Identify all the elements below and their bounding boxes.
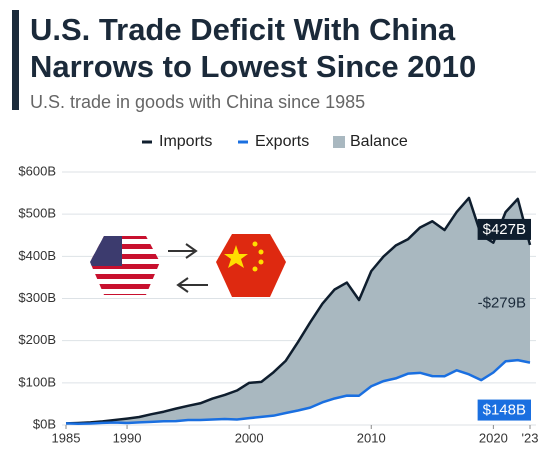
x-tick-label: 2000	[235, 430, 264, 445]
flags	[90, 234, 286, 297]
legend-label: Balance	[350, 133, 408, 150]
y-tick-label: $500B	[18, 206, 56, 221]
annotation: -$279B	[478, 295, 526, 312]
x-tick-label: '23	[522, 430, 539, 445]
annotation: $148B	[483, 402, 526, 419]
chart-title: U.S. Trade Deficit With China	[30, 12, 456, 47]
y-tick-label: $100B	[18, 374, 56, 389]
y-tick-label: $200B	[18, 332, 56, 347]
series-line	[65, 358, 531, 425]
x-tick-label: 1990	[113, 430, 142, 445]
legend-label: Exports	[255, 133, 309, 150]
x-tick-label: 2010	[357, 430, 386, 445]
us-flag	[90, 236, 160, 295]
y-tick-label: $0B	[33, 416, 56, 431]
chart-subtitle: U.S. trade in goods with China since 198…	[30, 92, 365, 112]
annotation-box	[477, 399, 531, 421]
y-tick-label: $400B	[18, 248, 56, 263]
legend-label: Imports	[159, 133, 212, 150]
annotation-box	[477, 218, 531, 240]
y-tick-label: $300B	[18, 290, 56, 305]
legend-swatch	[333, 136, 345, 148]
arrow-left	[176, 277, 208, 293]
chart-title: Narrows to Lowest Since 2010	[30, 49, 476, 84]
x-tick-label: 1985	[52, 430, 81, 445]
title-bar	[12, 10, 19, 110]
x-tick-label: 2020	[479, 430, 508, 445]
china-flag	[216, 234, 286, 297]
y-tick-label: $600B	[18, 163, 56, 178]
annotation: $427B	[483, 221, 526, 238]
balance-area	[66, 197, 530, 424]
plot: $0B $100B $200B $300B $400B $500B $600B 1985 199…	[18, 163, 538, 445]
series-line	[65, 196, 532, 425]
arrow-right	[168, 243, 198, 259]
